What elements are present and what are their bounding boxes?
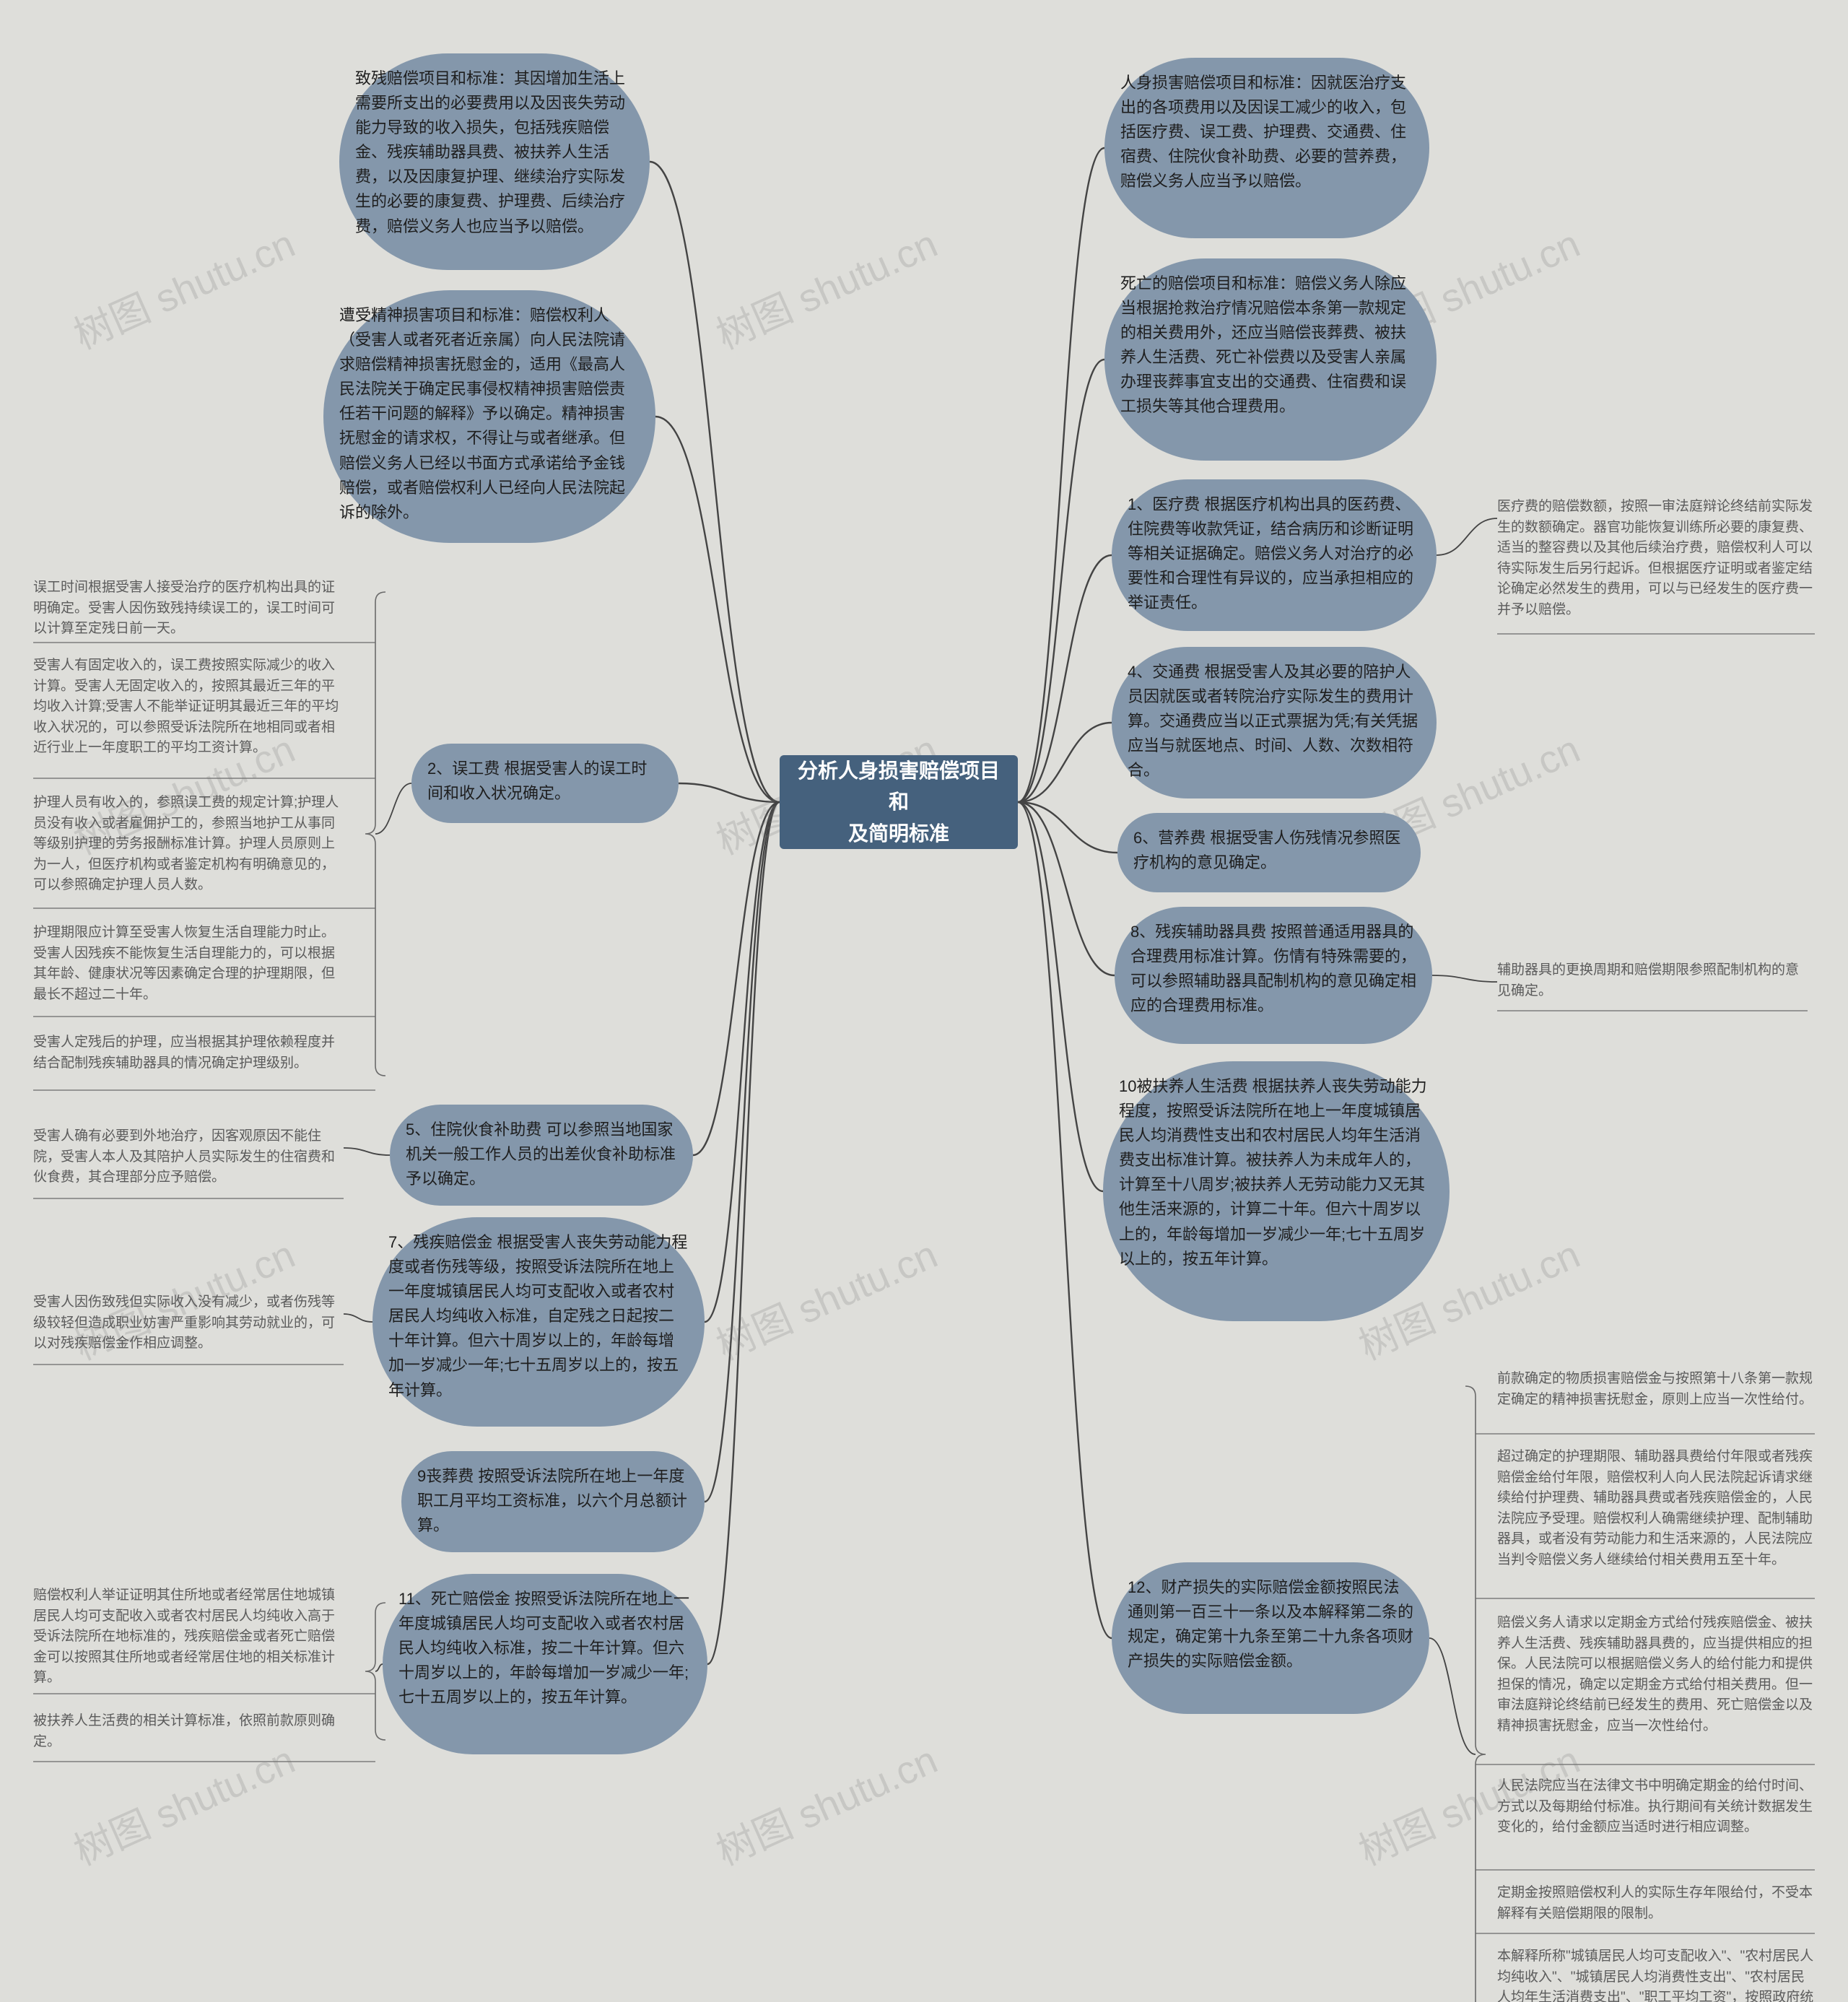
leaf-m1-0: 医疗费的赔偿数额，按照一审法庭辩论终结前实际发生的数额确定。器官功能恢复训练所必… bbox=[1497, 497, 1815, 620]
leaf-m2-3: 护理期限应计算至受害人恢复生活自理能力时止。受害人因残疾不能恢复生活自理能力的，… bbox=[33, 923, 344, 1005]
branch-m6: 6、营养费 根据受害人伤残情况参照医疗机构的意见确定。 bbox=[1117, 813, 1421, 892]
branch-m5-text: 5、住院伙食补助费 可以参照当地国家机关一般工作人员的出差伙食补助标准予以确定。 bbox=[406, 1118, 677, 1191]
leaf-m11-1: 被扶养人生活费的相关计算标准，依照前款原则确定。 bbox=[33, 1711, 344, 1752]
branch-m10: 10被扶养人生活费 根据扶养人丧失劳动能力程度，按照受诉法院所在地上一年度城镇居… bbox=[1103, 1061, 1450, 1321]
branch-m9-text: 9丧葬费 按照受诉法院所在地上一年度职工月平均工资标准，以六个月总额计算。 bbox=[417, 1464, 689, 1538]
leaf-m12-5: 本解释所称"城镇居民人均可支配收入"、"农村居民人均纯收入"、"城镇居民人均消费… bbox=[1497, 1946, 1815, 2002]
branch-m7-text: 7、残疾赔偿金 根据受害人丧失劳动能力程度或者伤残等级，按照受诉法院所在地上一年… bbox=[388, 1230, 689, 1403]
center-topic: 分析人身损害赔偿项目和 及简明标准 bbox=[780, 755, 1018, 849]
watermark: 树图 shutu.cn bbox=[706, 212, 945, 360]
watermark: 树图 shutu.cn bbox=[64, 212, 302, 360]
branch-m4: 4、交通费 根据受害人及其必要的陪护人员因就医或者转院治疗实际发生的费用计算。交… bbox=[1112, 647, 1437, 798]
branch-m_personal: 人身损害赔偿项目和标准：因就医治疗支出的各项费用以及因误工减少的收入，包括医疗费… bbox=[1104, 58, 1429, 238]
leaf-m2-1: 受害人有固定收入的，误工费按照实际减少的收入计算。受害人无固定收入的，按照其最近… bbox=[33, 656, 344, 759]
leaf-m12-3: 人民法院应当在法律文书中明确定期金的给付时间、方式以及每期给付标准。执行期间有关… bbox=[1497, 1776, 1815, 1838]
branch-m6-text: 6、营养费 根据受害人伤残情况参照医疗机构的意见确定。 bbox=[1133, 826, 1405, 875]
branch-m11-text: 11、死亡赔偿金 按照受诉法院所在地上一年度城镇居民人均可支配收入或者农村居民人… bbox=[398, 1587, 692, 1710]
branch-m1: 1、医疗费 根据医疗机构出具的医药费、住院费等收款凭证，结合病历和诊断证明等相关… bbox=[1112, 479, 1437, 631]
leaf-m11-0: 赔偿权利人举证证明其住所地或者经常居住地城镇居民人均可支配收入或者农村居民人均纯… bbox=[33, 1585, 344, 1689]
leaf-m2-0: 误工时间根据受害人接受治疗的医疗机构出具的证明确定。受害人因伤致残持续误工的，误… bbox=[33, 578, 344, 640]
branch-m5: 5、住院伙食补助费 可以参照当地国家机关一般工作人员的出差伙食补助标准予以确定。 bbox=[390, 1105, 693, 1206]
mindmap-canvas: 树图 shutu.cn 树图 shutu.cn 树图 shutu.cn 树图 shut… bbox=[0, 0, 1848, 2002]
leaf-m12-4: 定期金按照赔偿权利人的实际生存年限给付，不受本解释有关赔偿期限的限制。 bbox=[1497, 1883, 1815, 1924]
branch-m_personal-text: 人身损害赔偿项目和标准：因就医治疗支出的各项费用以及因误工减少的收入，包括医疗费… bbox=[1120, 71, 1413, 193]
branch-m_death: 死亡的赔偿项目和标准：赔偿义务人除应当根据抢救治疗情况赔偿本条第一款规定的相关费… bbox=[1104, 258, 1437, 461]
center-topic-text: 分析人身损害赔偿项目和 及简明标准 bbox=[796, 755, 1002, 849]
branch-m_mental: 遭受精神损害项目和标准：赔偿权利人（受害人或者死者近亲属）向人民法院请求赔偿精神… bbox=[323, 290, 655, 543]
branch-m1-text: 1、医疗费 根据医疗机构出具的医药费、住院费等收款凭证，结合病历和诊断证明等相关… bbox=[1128, 492, 1421, 615]
leaf-m8-0: 辅助器具的更换周期和赔偿期限参照配制机构的意见确定。 bbox=[1497, 960, 1808, 1001]
branch-m10-text: 10被扶养人生活费 根据扶养人丧失劳动能力程度，按照受诉法院所在地上一年度城镇居… bbox=[1119, 1074, 1434, 1271]
branch-m12: 12、财产损失的实际赔偿金额按照民法通则第一百三十一条以及本解释第二条的规定，确… bbox=[1112, 1562, 1429, 1714]
branch-m11: 11、死亡赔偿金 按照受诉法院所在地上一年度城镇居民人均可支配收入或者农村居民人… bbox=[383, 1574, 707, 1754]
leaf-m5-0: 受害人确有必要到外地治疗，因客观原因不能住院，受害人本人及其陪护人员实际发生的住… bbox=[33, 1126, 344, 1188]
watermark: 树图 shutu.cn bbox=[706, 1728, 945, 1876]
branch-m2-text: 2、误工费 根据受害人的误工时间和收入状况确定。 bbox=[427, 757, 663, 806]
leaf-m12-2: 赔偿义务人请求以定期金方式给付残疾赔偿金、被扶养人生活费、残疾辅助器具费的，应当… bbox=[1497, 1613, 1815, 1736]
branch-m_disability: 致残赔偿项目和标准：其因增加生活上需要所支出的必要费用以及因丧失劳动能力导致的收… bbox=[339, 53, 650, 270]
branch-m_death-text: 死亡的赔偿项目和标准：赔偿义务人除应当根据抢救治疗情况赔偿本条第一款规定的相关费… bbox=[1120, 271, 1421, 419]
leaf-m12-1: 超过确定的护理期限、辅助器具费给付年限或者残疾赔偿金给付年限，赔偿权利人向人民法… bbox=[1497, 1447, 1815, 1570]
branch-m8-text: 8、残疾辅助器具费 按照普通适用器具的合理费用标准计算。伤情有特殊需要的，可以参… bbox=[1130, 920, 1416, 1018]
branch-m8: 8、残疾辅助器具费 按照普通适用器具的合理费用标准计算。伤情有特殊需要的，可以参… bbox=[1115, 907, 1432, 1044]
branch-m9: 9丧葬费 按照受诉法院所在地上一年度职工月平均工资标准，以六个月总额计算。 bbox=[401, 1451, 705, 1552]
watermark: 树图 shutu.cn bbox=[706, 1223, 945, 1371]
branch-m2: 2、误工费 根据受害人的误工时间和收入状况确定。 bbox=[411, 744, 679, 823]
leaf-m7-0: 受害人因伤致残但实际收入没有减少，或者伤残等级较轻但造成职业妨害严重影响其劳动就… bbox=[33, 1292, 344, 1354]
branch-m7: 7、残疾赔偿金 根据受害人丧失劳动能力程度或者伤残等级，按照受诉法院所在地上一年… bbox=[372, 1217, 705, 1427]
leaf-m12-0: 前款确定的物质损害赔偿金与按照第十八条第一款规定确定的精神损害抚慰金，原则上应当… bbox=[1497, 1369, 1815, 1410]
branch-m_mental-text: 遭受精神损害项目和标准：赔偿权利人（受害人或者死者近亲属）向人民法院请求赔偿精神… bbox=[339, 303, 640, 525]
branch-m12-text: 12、财产损失的实际赔偿金额按照民法通则第一百三十一条以及本解释第二条的规定，确… bbox=[1128, 1575, 1413, 1674]
leaf-m2-2: 护理人员有收入的，参照误工费的规定计算;护理人员没有收入或者雇佣护工的，参照当地… bbox=[33, 793, 344, 896]
leaf-m2-4: 受害人定残后的护理，应当根据其护理依赖程度并结合配制残疾辅助器具的情况确定护理级… bbox=[33, 1032, 344, 1074]
branch-m4-text: 4、交通费 根据受害人及其必要的陪护人员因就医或者转院治疗实际发生的费用计算。交… bbox=[1128, 660, 1421, 783]
branch-m_disability-text: 致残赔偿项目和标准：其因增加生活上需要所支出的必要费用以及因丧失劳动能力导致的收… bbox=[355, 66, 634, 239]
